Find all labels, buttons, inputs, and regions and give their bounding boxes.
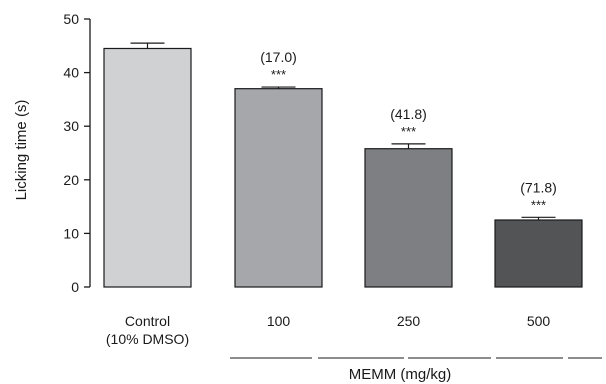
x-tick-label: 250 [397,313,421,329]
y-tick-label: 40 [63,65,79,81]
inhibition-label: (71.8) [520,179,557,195]
y-tick-label: 30 [63,118,79,134]
x-tick-label: Control [125,313,170,329]
x-axis-label: MEMM (mg/kg) [349,366,452,383]
axes: 0 10 20 30 40 50 [63,11,602,359]
x-tick-label: 500 [527,313,551,329]
x-tick-label: (10% DMSO) [106,331,189,347]
y-tick-label: 0 [71,279,79,295]
significance-label: *** [401,124,416,139]
bar [103,47,192,288]
inhibition-label: (41.8) [390,106,427,122]
x-tick-label: 100 [267,313,291,329]
bar [364,148,453,288]
labels: Control (10% DMSO) *** (17.0) 100 *** (41.8) 25… [106,49,557,347]
y-tick-label: 20 [63,172,79,188]
y-tick-label: 10 [63,225,79,241]
significance-label: *** [271,67,286,82]
significance-label: *** [531,197,546,212]
inhibition-label: (17.0) [260,49,297,65]
y-tick-label: 50 [63,11,79,27]
y-axis-label: Licking time (s) [13,100,30,201]
bars [103,42,583,288]
bar [494,219,583,288]
bar [234,88,323,288]
